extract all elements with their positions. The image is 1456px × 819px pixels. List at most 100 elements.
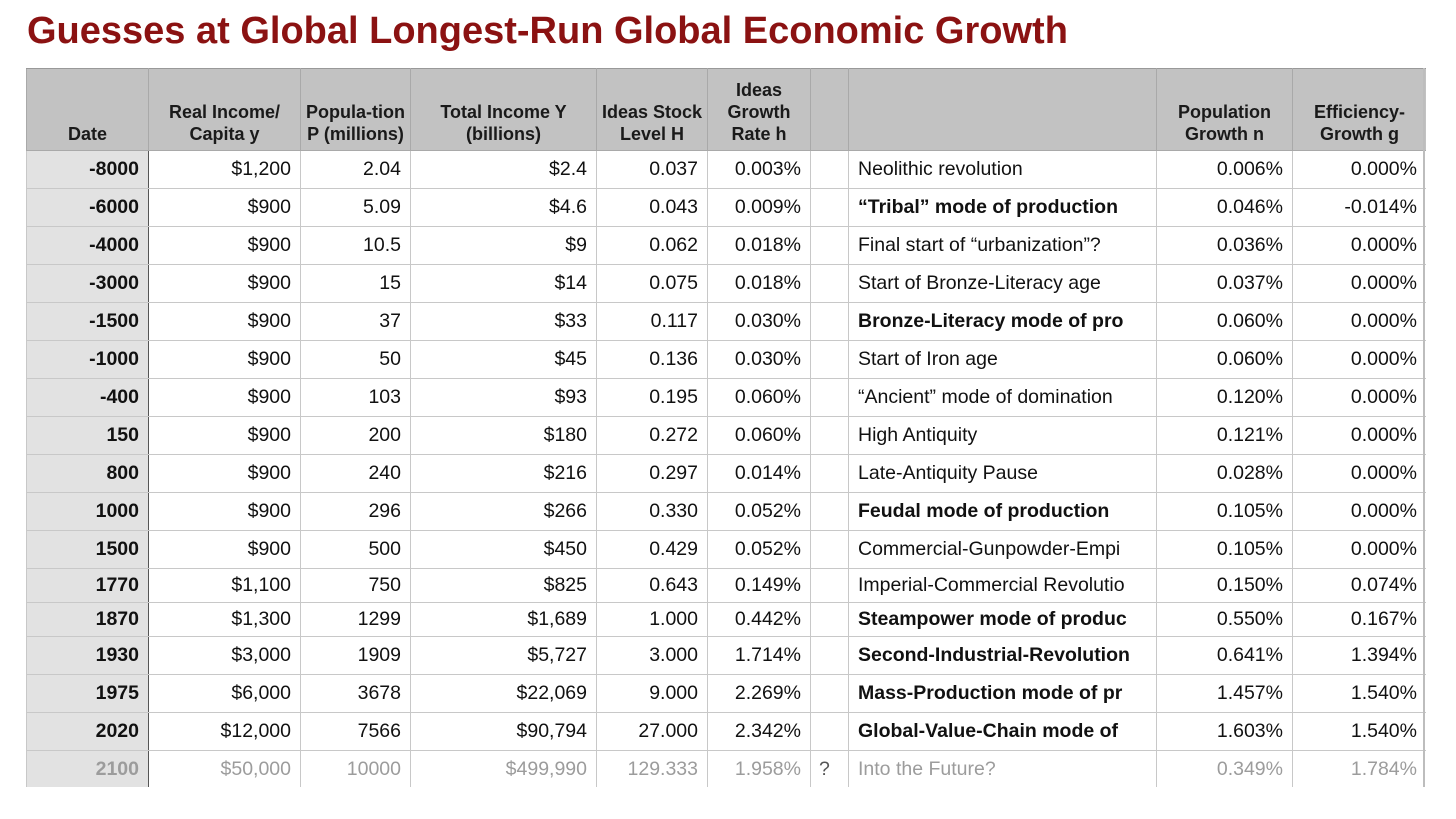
population-cell: 3678	[300, 674, 411, 713]
total-income-cell: $216	[410, 454, 597, 493]
population-cell: 7566	[300, 712, 411, 751]
flag-cell	[810, 674, 849, 713]
event-cell: Steampower mode of produc	[848, 602, 1157, 637]
efficiency-growth-cell: 0.000%	[1292, 264, 1426, 303]
population-growth-cell: 0.046%	[1156, 188, 1293, 227]
income-cell: $3,000	[148, 636, 301, 675]
efficiency-growth-cell: 0.000%	[1292, 226, 1426, 265]
population-growth-cell: 0.037%	[1156, 264, 1293, 303]
efficiency-growth-cell: 1.784%	[1292, 750, 1426, 787]
header-ideas-growth: Ideas Growth Rate h	[707, 68, 811, 151]
population-cell: 200	[300, 416, 411, 455]
date-cell: 1770	[26, 568, 149, 603]
population-cell: 50	[300, 340, 411, 379]
ideas-growth-cell: 0.003%	[707, 150, 811, 189]
total-income-cell: $1,689	[410, 602, 597, 637]
date-cell: -6000	[26, 188, 149, 227]
income-cell: $1,200	[148, 150, 301, 189]
ideas-growth-cell: 0.149%	[707, 568, 811, 603]
population-growth-cell: 0.641%	[1156, 636, 1293, 675]
date-cell: 800	[26, 454, 149, 493]
event-cell: Mass-Production mode of pr	[848, 674, 1157, 713]
date-cell: 1930	[26, 636, 149, 675]
income-cell: $900	[148, 188, 301, 227]
total-income-cell: $450	[410, 530, 597, 569]
table-row: 1975 $6,000 3678 $22,069 9.000 2.269% Mass-Pro…	[26, 674, 1426, 713]
population-growth-cell: 0.105%	[1156, 492, 1293, 531]
total-income-cell: $266	[410, 492, 597, 531]
flag-cell	[810, 302, 849, 341]
income-cell: $900	[148, 530, 301, 569]
ideas-stock-cell: 9.000	[596, 674, 708, 713]
efficiency-growth-cell: 0.000%	[1292, 302, 1426, 341]
growth-table-container: Date Real Income/ Capita y Popula-tion P…	[26, 68, 1426, 787]
table-row: 2020 $12,000 7566 $90,794 27.000 2.342% Global…	[26, 712, 1426, 751]
efficiency-growth-cell: 0.167%	[1292, 602, 1426, 637]
efficiency-growth-cell: -0.014%	[1292, 188, 1426, 227]
total-income-cell: $22,069	[410, 674, 597, 713]
income-cell: $900	[148, 378, 301, 417]
ideas-stock-cell: 0.117	[596, 302, 708, 341]
ideas-stock-cell: 0.043	[596, 188, 708, 227]
ideas-growth-cell: 0.030%	[707, 340, 811, 379]
ideas-stock-cell: 0.429	[596, 530, 708, 569]
table-row: -1000 $900 50 $45 0.136 0.030% Start of Iron a…	[26, 340, 1426, 379]
ideas-stock-cell: 1.000	[596, 602, 708, 637]
flag-cell	[810, 340, 849, 379]
header-total-income: Total Income Y (billions)	[410, 68, 597, 151]
date-cell: 2020	[26, 712, 149, 751]
event-cell: Commercial-Gunpowder-Empi	[848, 530, 1157, 569]
population-cell: 1909	[300, 636, 411, 675]
population-growth-cell: 0.060%	[1156, 340, 1293, 379]
flag-cell	[810, 568, 849, 603]
event-cell: Second-Industrial-Revolution	[848, 636, 1157, 675]
population-growth-cell: 0.349%	[1156, 750, 1293, 787]
population-growth-cell: 0.028%	[1156, 454, 1293, 493]
table-row: 1930 $3,000 1909 $5,727 3.000 1.714% Second-In…	[26, 636, 1426, 675]
date-cell: -8000	[26, 150, 149, 189]
income-cell: $1,300	[148, 602, 301, 637]
event-cell: “Ancient” mode of domination	[848, 378, 1157, 417]
table-row: -8000 $1,200 2.04 $2.4 0.037 0.003% Neolithic …	[26, 150, 1426, 189]
income-cell: $900	[148, 264, 301, 303]
ideas-growth-cell: 0.018%	[707, 264, 811, 303]
total-income-cell: $33	[410, 302, 597, 341]
ideas-stock-cell: 0.643	[596, 568, 708, 603]
flag-cell	[810, 378, 849, 417]
efficiency-growth-cell: 0.000%	[1292, 530, 1426, 569]
event-cell: Into the Future?	[848, 750, 1157, 787]
total-income-cell: $2.4	[410, 150, 597, 189]
ideas-stock-cell: 0.297	[596, 454, 708, 493]
ideas-growth-cell: 2.342%	[707, 712, 811, 751]
date-cell: 1870	[26, 602, 149, 637]
flag-cell	[810, 454, 849, 493]
flag-cell	[810, 416, 849, 455]
event-cell: Start of Iron age	[848, 340, 1157, 379]
efficiency-growth-cell: 1.540%	[1292, 712, 1426, 751]
header-population-growth: Population Growth n	[1156, 68, 1293, 151]
efficiency-growth-cell: 0.000%	[1292, 492, 1426, 531]
event-cell: Imperial-Commercial Revolutio	[848, 568, 1157, 603]
ideas-stock-cell: 0.330	[596, 492, 708, 531]
table-right-border	[1423, 68, 1425, 787]
income-cell: $900	[148, 492, 301, 531]
table-row: -6000 $900 5.09 $4.6 0.043 0.009% “Tribal” mod…	[26, 188, 1426, 227]
date-cell: 1000	[26, 492, 149, 531]
page-title: Guesses at Global Longest-Run Global Eco…	[27, 10, 1068, 52]
income-cell: $6,000	[148, 674, 301, 713]
event-cell: Feudal mode of production	[848, 492, 1157, 531]
population-growth-cell: 0.550%	[1156, 602, 1293, 637]
efficiency-growth-cell: 0.000%	[1292, 150, 1426, 189]
total-income-cell: $4.6	[410, 188, 597, 227]
total-income-cell: $9	[410, 226, 597, 265]
header-row: Date Real Income/ Capita y Popula-tion P…	[26, 68, 1426, 151]
total-income-cell: $90,794	[410, 712, 597, 751]
table-row: 1500 $900 500 $450 0.429 0.052% Commercial-Gun…	[26, 530, 1426, 569]
population-cell: 750	[300, 568, 411, 603]
ideas-stock-cell: 0.272	[596, 416, 708, 455]
flag-cell	[810, 226, 849, 265]
event-cell: Bronze-Literacy mode of pro	[848, 302, 1157, 341]
population-cell: 240	[300, 454, 411, 493]
total-income-cell: $499,990	[410, 750, 597, 787]
population-cell: 10.5	[300, 226, 411, 265]
